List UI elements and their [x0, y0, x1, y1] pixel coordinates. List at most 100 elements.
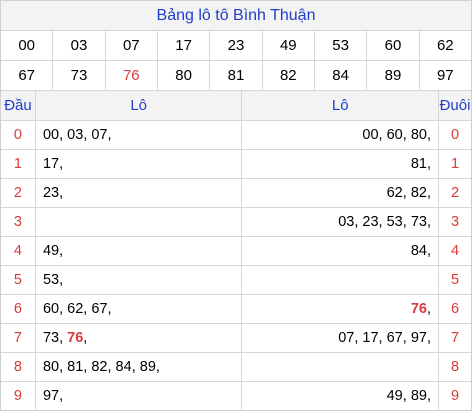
lo-number: 17	[362, 330, 379, 346]
lo-number: 89	[139, 359, 156, 375]
tail-digit: 2	[437, 178, 471, 208]
loto-row: 6 60, 62, 67, 76, 6	[1, 294, 471, 324]
header-head: Đầu	[1, 91, 36, 121]
lo-right-list: 62, 82,	[241, 178, 439, 208]
loto-row: 1 17, 81, 1	[1, 149, 471, 179]
head-digit: 5	[1, 265, 36, 295]
loto-row: 8 80, 81, 82, 84, 89, 8	[1, 352, 471, 382]
head-digit: 9	[1, 381, 36, 410]
lo-number: 23	[42, 185, 60, 201]
lo-number: 81	[67, 359, 84, 375]
lo-left-list: 60, 62, 67,	[34, 294, 243, 324]
lo-number: 97	[42, 388, 60, 404]
lo-number: 80	[410, 127, 427, 143]
lo-left-list: 49,	[34, 236, 243, 266]
loto-row: 3 03, 23, 53, 73, 3	[1, 207, 471, 237]
loto-row: 2 23, 62, 82, 2	[1, 178, 471, 208]
lo-number: 53	[386, 214, 403, 230]
number-cell: 49	[263, 31, 315, 60]
numbers-row-2: 67 73 76 80 81 82 84 89 97	[1, 61, 471, 91]
header-lo-right: Lô	[241, 91, 439, 121]
head-digit: 4	[1, 236, 36, 266]
lo-left-list: 73, 76,	[34, 323, 243, 353]
tail-digit: 4	[437, 236, 471, 266]
loto-head-tail-table: Đầu Lô Lô Đuôi 0 00, 03, 07, 00, 60, 80, …	[1, 91, 471, 410]
head-digit: 2	[1, 178, 36, 208]
number-cell: 80	[158, 61, 211, 90]
lo-number: 03	[67, 127, 84, 143]
lo-left-list: 23,	[34, 178, 243, 208]
number-cell: 60	[367, 31, 420, 60]
number-cell: 82	[263, 61, 315, 90]
tail-digit: 1	[437, 149, 471, 179]
lo-number: 81	[410, 156, 427, 172]
lo-right-list: 07, 17, 67, 97,	[241, 323, 439, 353]
loto-row: 9 97, 49, 89, 9	[1, 381, 471, 410]
tail-digit: 9	[437, 381, 471, 410]
lo-left-list	[34, 207, 243, 237]
tail-digit: 6	[437, 294, 471, 324]
head-digit: 7	[1, 323, 36, 353]
lo-number: 84	[115, 359, 132, 375]
lo-number: 60	[386, 127, 403, 143]
number-cell: 76	[106, 61, 158, 90]
number-cell: 17	[158, 31, 211, 60]
number-cell: 00	[1, 31, 54, 60]
header-lo-left: Lô	[34, 91, 243, 121]
lo-number: 67	[91, 301, 108, 317]
lo-number: 82	[91, 359, 108, 375]
numbers-row-1: 00 03 07 17 23 49 53 60 62	[1, 31, 471, 61]
lo-right-list: 03, 23, 53, 73,	[241, 207, 439, 237]
lo-number: 67	[386, 330, 403, 346]
tail-digit: 8	[437, 352, 471, 382]
number-cell: 62	[436, 37, 454, 54]
table-title: Bảng lô tô Bình Thuận	[1, 1, 471, 31]
tail-digit: 0	[437, 120, 471, 150]
number-cell: 07	[106, 31, 158, 60]
lo-number: 53	[42, 272, 60, 288]
lo-number: 89	[410, 388, 427, 404]
lo-right-list	[241, 265, 439, 295]
tail-digit: 3	[437, 207, 471, 237]
loto-header-row: Đầu Lô Lô Đuôi	[1, 91, 471, 121]
head-digit: 6	[1, 294, 36, 324]
lo-number: 23	[362, 214, 379, 230]
lo-number: 62	[67, 301, 84, 317]
lo-number: 07	[338, 330, 355, 346]
tail-digit: 5	[437, 265, 471, 295]
number-cell: 03	[53, 31, 106, 60]
lo-left-list: 53,	[34, 265, 243, 295]
lo-number: 00	[362, 127, 379, 143]
lo-number: 73	[42, 330, 60, 346]
lo-left-list: 17,	[34, 149, 243, 179]
lo-right-list: 00, 60, 80,	[241, 120, 439, 150]
lo-number: 76	[410, 301, 427, 317]
lo-number: 76	[67, 330, 84, 346]
lo-number: 73	[410, 214, 427, 230]
lo-number: 17	[42, 156, 60, 172]
lo-number: 07	[91, 127, 108, 143]
number-cell: 67	[1, 61, 54, 90]
number-cell: 23	[210, 31, 263, 60]
number-cell: 81	[210, 61, 263, 90]
lo-number: 49	[386, 388, 403, 404]
number-cell: 97	[436, 67, 454, 84]
head-digit: 3	[1, 207, 36, 237]
lo-left-list: 97,	[34, 381, 243, 410]
lo-number: 60	[42, 301, 60, 317]
lo-number: 62	[386, 185, 403, 201]
lo-right-list: 81,	[241, 149, 439, 179]
loto-row: 0 00, 03, 07, 00, 60, 80, 0	[1, 120, 471, 150]
lo-number: 97	[410, 330, 427, 346]
numbers-grid: 00 03 07 17 23 49 53 60 62 67 73 76 80 81 82 84 89 97	[1, 31, 471, 91]
lo-right-list: 84,	[241, 236, 439, 266]
lo-number: 80	[42, 359, 60, 375]
number-cell: 89	[367, 61, 420, 90]
tail-digit: 7	[437, 323, 471, 353]
lo-left-list: 80, 81, 82, 84, 89,	[34, 352, 243, 382]
head-digit: 0	[1, 120, 36, 150]
head-digit: 1	[1, 149, 36, 179]
lo-number: 00	[42, 127, 60, 143]
head-digit: 8	[1, 352, 36, 382]
